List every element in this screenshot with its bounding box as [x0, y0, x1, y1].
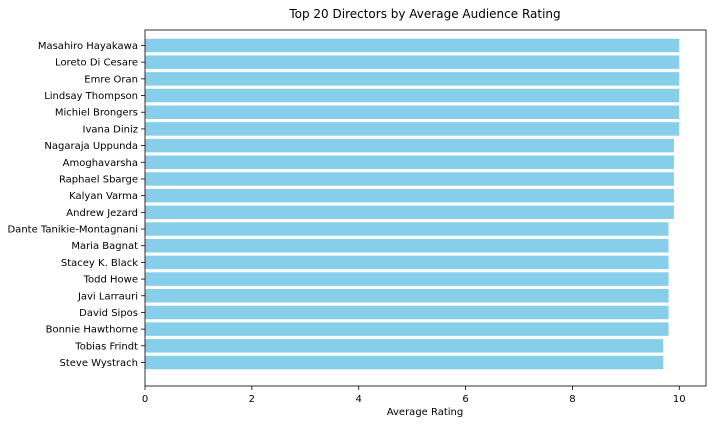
plot-frame	[144, 29, 707, 387]
bar-10	[145, 205, 674, 220]
bar-18	[145, 339, 664, 353]
category-label: Raphael Sbarge	[59, 174, 138, 185]
category-label: Andrew Jezard	[66, 208, 138, 219]
category-label: Lindsay Thompson	[44, 91, 138, 102]
category-label: Emre Oran	[84, 74, 138, 85]
category-label: Maria Bagnat	[71, 241, 138, 252]
bar-14	[145, 272, 669, 286]
x-tick-label: 0	[142, 394, 148, 405]
bar-12	[145, 238, 669, 253]
category-label: Amoghavarsha	[63, 158, 138, 169]
x-axis-ticks: 0 2 4 6 8 10	[142, 386, 686, 405]
x-tick-label: 6	[462, 394, 468, 405]
bar-11	[145, 222, 669, 236]
category-labels: Masahiro Hayakawa Loreto Di Cesare Emre Or…	[7, 41, 145, 369]
category-label: Stacey K. Black	[61, 258, 138, 269]
category-label: David Sipos	[79, 308, 138, 319]
category-label: Steve Wystrach	[59, 358, 138, 369]
bars-group	[145, 38, 680, 370]
bar-2	[145, 72, 680, 86]
bar-6	[145, 138, 674, 153]
x-tick-label: 8	[569, 394, 575, 405]
bar-5	[145, 122, 680, 136]
category-label: Tobias Frindt	[74, 341, 138, 352]
bar-7	[145, 155, 674, 170]
bar-1	[145, 55, 680, 69]
category-label: Todd Howe	[83, 275, 138, 286]
bar-0	[145, 38, 680, 53]
bar-3	[145, 88, 680, 103]
category-label: Loreto Di Cesare	[55, 58, 138, 69]
chart-title: Top 20 Directors by Average Audience Rat…	[288, 7, 560, 21]
x-tick-label: 2	[249, 394, 255, 405]
x-tick-label: 10	[673, 394, 686, 405]
bar-19	[145, 355, 664, 370]
category-label: Dante Tanikie-Montagnani	[7, 225, 138, 236]
bar-8	[145, 172, 674, 186]
bar-4	[145, 105, 680, 119]
category-label: Kalyan Varma	[69, 191, 138, 202]
bar-17	[145, 322, 669, 336]
category-label: Nagaraja Uppunda	[44, 141, 138, 152]
bar-16	[145, 305, 669, 320]
bar-15	[145, 289, 669, 303]
x-tick-label: 4	[356, 394, 362, 405]
category-label: Bonnie Hawthorne	[46, 325, 138, 336]
x-axis-label: Average Rating	[387, 407, 463, 418]
category-label: Masahiro Hayakawa	[38, 41, 138, 52]
bar-13	[145, 255, 669, 270]
category-label: Michiel Brongers	[55, 108, 138, 119]
category-label: Javi Larrauri	[77, 291, 138, 302]
bar-9	[145, 188, 674, 203]
category-label: Ivana Diniz	[83, 124, 138, 135]
